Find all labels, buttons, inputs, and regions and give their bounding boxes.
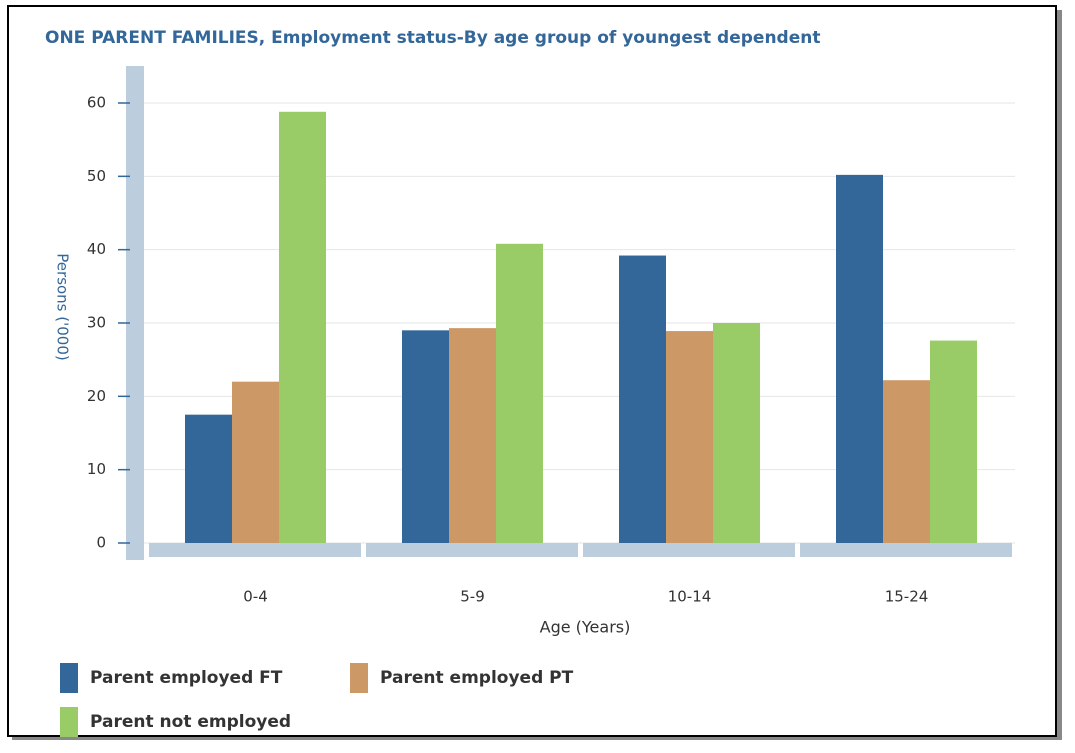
bar [713,323,760,543]
legend-swatch [60,707,78,737]
bar [185,414,232,543]
y-tick-label: 50 [87,167,106,185]
y-tick-label: 10 [87,460,106,478]
x-tick-label: 10-14 [668,588,712,606]
bar [666,331,713,543]
x-axis-band [366,543,578,557]
bar [930,340,977,543]
y-tick-label: 60 [87,94,106,112]
bar [402,330,449,543]
bar [232,381,279,543]
x-axis-band [149,543,361,557]
x-tick-label: 15-24 [885,588,929,606]
bar [279,111,326,544]
bar [836,174,883,543]
legend-label: Parent employed FT [90,668,283,688]
y-tick-label: 30 [87,314,106,332]
bar [496,243,543,544]
y-tick-label: 0 [96,534,106,552]
chart-title: ONE PARENT FAMILIES, Employment status-B… [45,28,820,48]
legend-swatch [60,663,78,693]
y-tick-label: 20 [87,387,106,405]
x-axis-band [800,543,1012,557]
bar [619,255,666,544]
x-tick-label: 5-9 [460,588,485,606]
y-tick-label: 40 [87,240,106,258]
bar [449,328,496,543]
legend-label: Parent employed PT [380,668,574,688]
x-axis-label: Age (Years) [540,618,631,637]
y-axis-band [126,66,144,560]
x-axis-band [583,543,795,557]
bar [883,380,930,543]
legend-swatch [350,663,368,693]
y-axis-label: Persons ('000) [54,253,72,360]
legend-label: Parent not employed [90,712,291,732]
x-tick-label: 0-4 [243,588,268,606]
